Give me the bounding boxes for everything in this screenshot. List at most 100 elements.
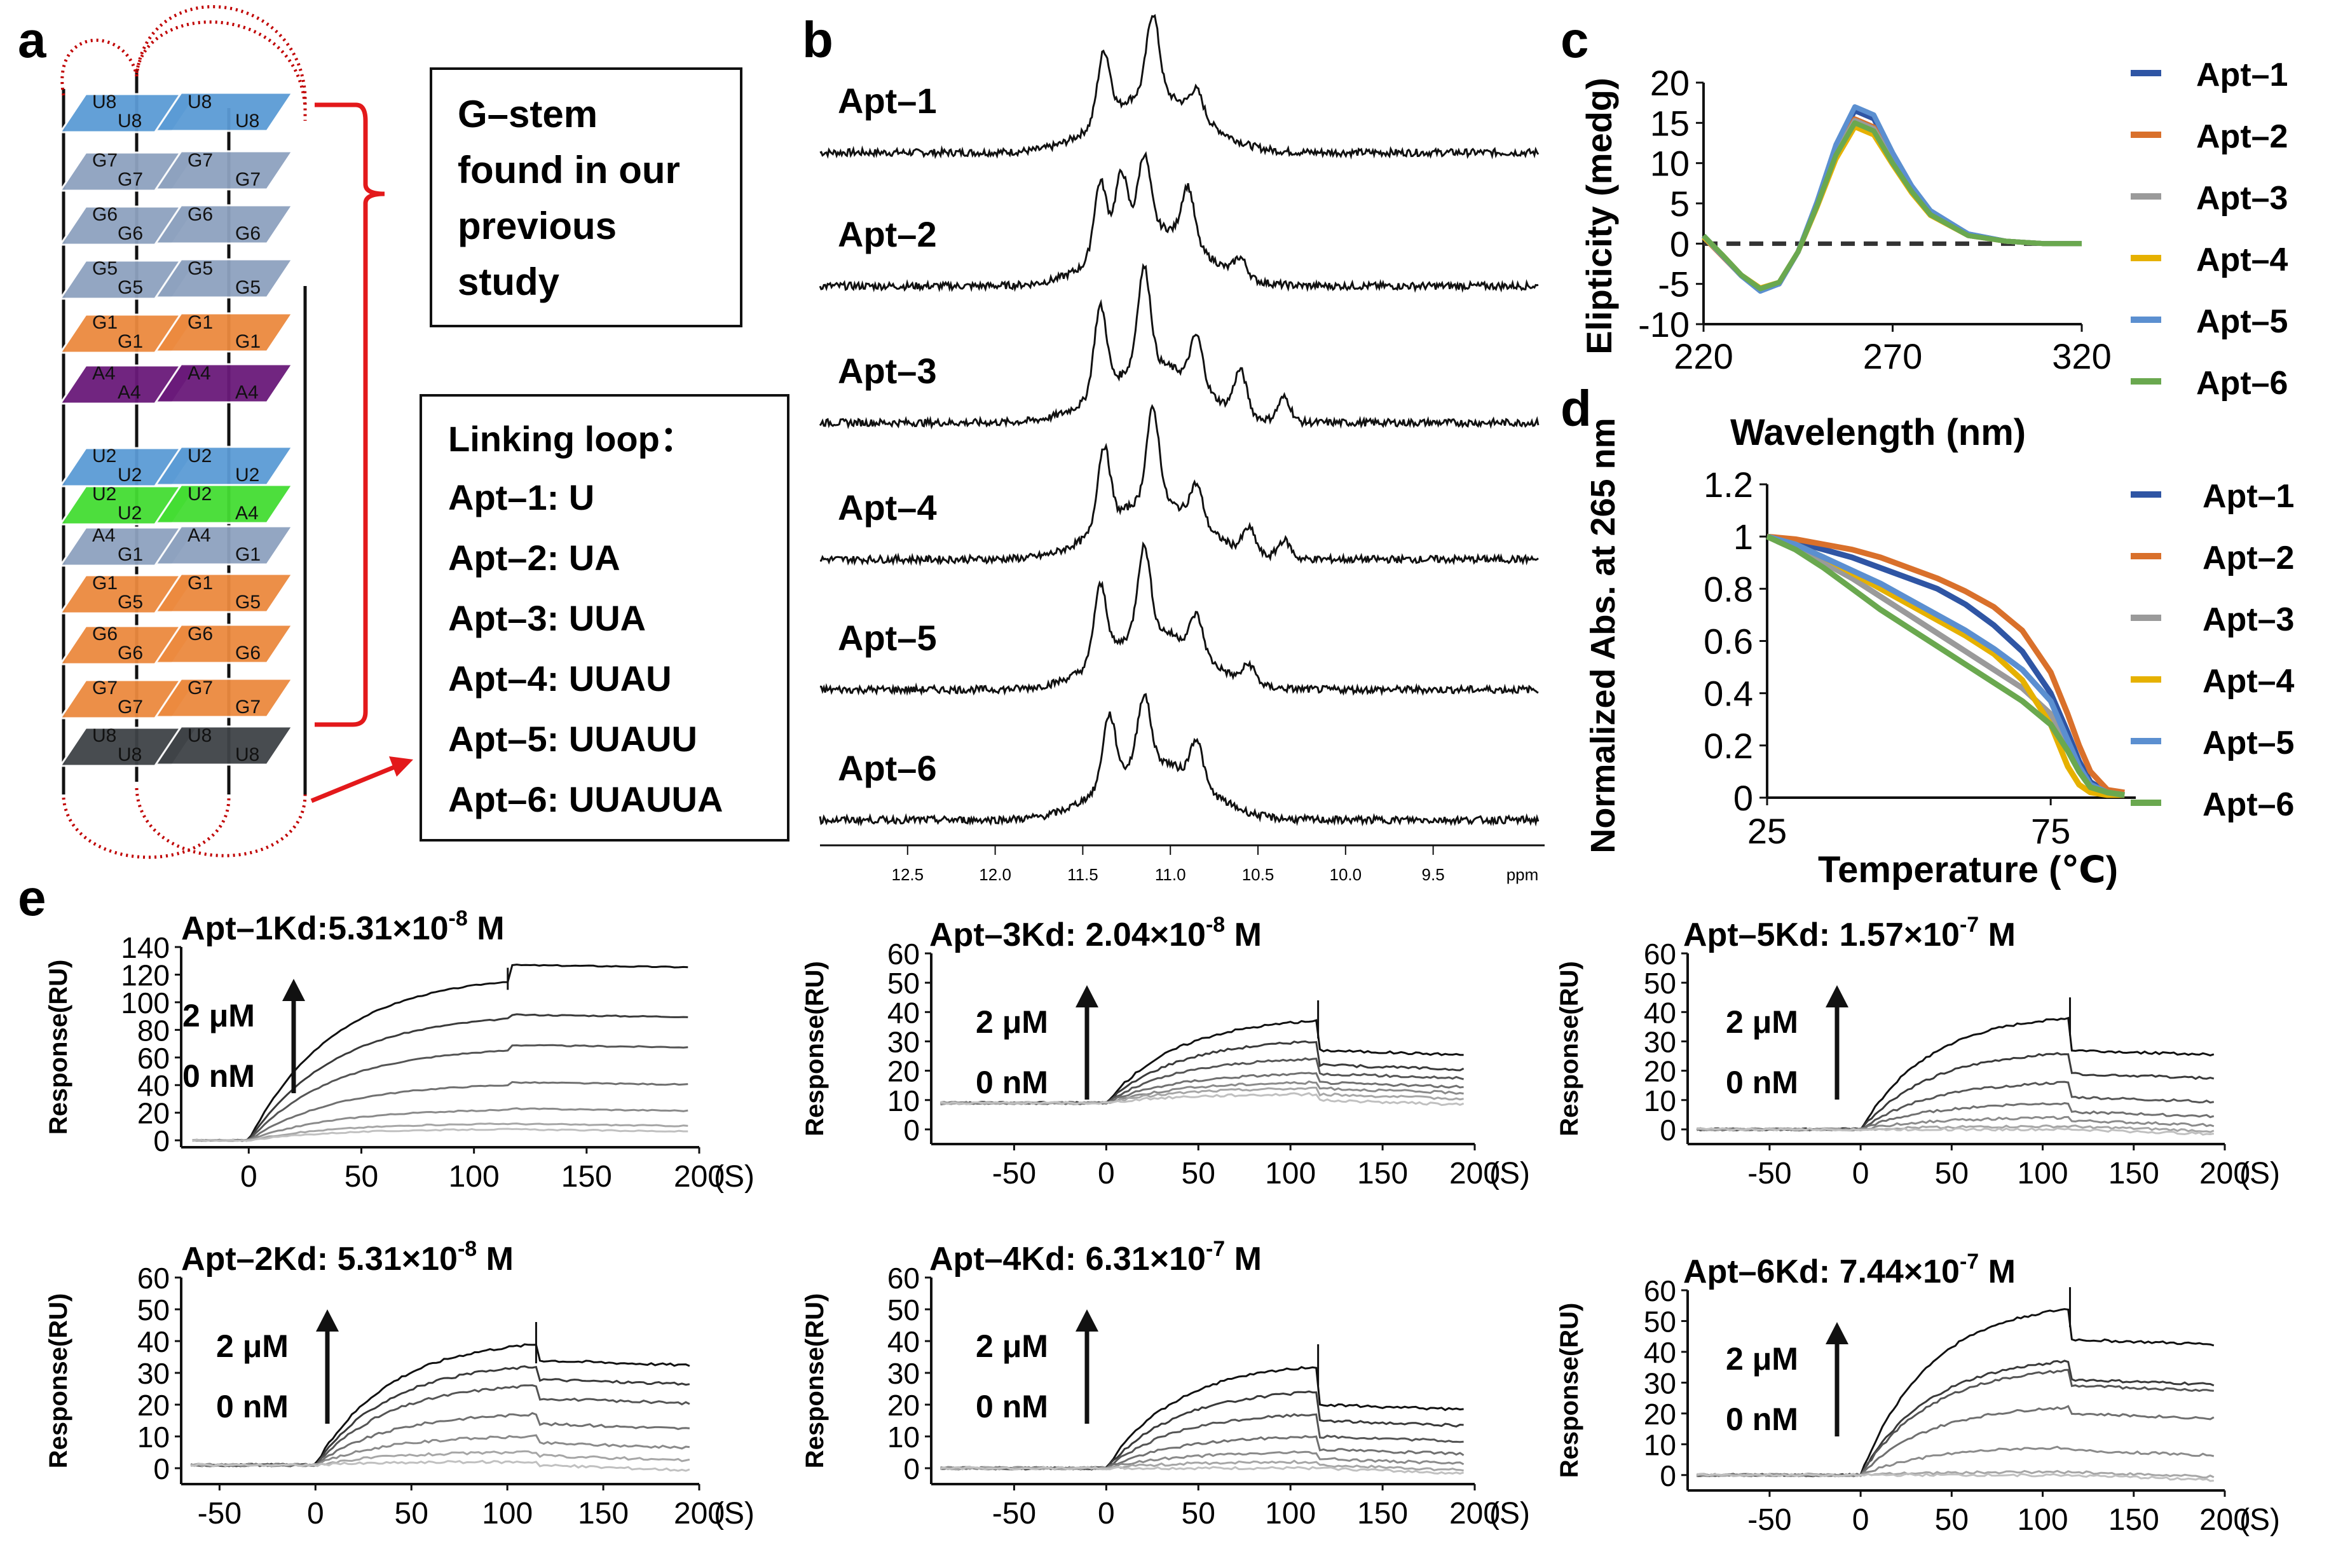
melt-y-tick-label: 0.6 <box>1704 622 1753 662</box>
top-loop-right <box>135 5 307 121</box>
gstem-text-line: G–stem <box>458 93 598 135</box>
nmr-tick-label: 10.5 <box>1242 865 1274 884</box>
gstem-text-line: study <box>458 261 560 303</box>
red-arrow-line <box>310 763 399 803</box>
spr-y-axis-label: Response(RU) <box>44 960 72 1135</box>
linking-loop-line: Apt–1: U <box>448 477 594 517</box>
spr-panel-title: Apt–2Kd: 5.31×10-8 M <box>181 1237 514 1278</box>
melt-y-tick-label: 0 <box>1733 778 1753 818</box>
tetrad-label: G1 <box>118 331 143 352</box>
spr-kd-unit: M <box>477 1241 514 1278</box>
spr-y-tick-label: 60 <box>887 1262 920 1295</box>
spr-y-tick-label: 0 <box>1660 1459 1676 1492</box>
spr-panel-title: Apt–6Kd: 7.44×10-7 M <box>1683 1250 2016 1290</box>
nmr-tick-label: 11.0 <box>1155 865 1186 884</box>
melt-legend-label: Apt–5 <box>2203 725 2294 761</box>
cd-y-tick-label: -5 <box>1658 264 1690 304</box>
cd-y-tick-label: -10 <box>1638 304 1690 344</box>
spr-y-tick-label: 80 <box>137 1014 170 1047</box>
tetrad-label: U8 <box>118 744 142 765</box>
tetrad-plate <box>154 624 294 664</box>
tetrad-label: U2 <box>92 446 116 467</box>
spr-x-tick-label: 200 <box>674 1497 725 1531</box>
melt-y-tick-label: 0.4 <box>1704 674 1753 714</box>
linking-loop-line: Apt–4: UUAU <box>448 658 672 699</box>
tetrad-label: U2 <box>188 484 212 505</box>
spr-y-tick-label: 140 <box>121 931 170 964</box>
melt-legend-label: Apt–4 <box>2203 663 2295 700</box>
tetrad-label: A4 <box>92 363 116 384</box>
spr-x-unit: (S) <box>2239 1503 2280 1537</box>
melt-y-tick-label: 1.2 <box>1704 465 1753 505</box>
spr-panel-name: Apt–4 <box>929 1241 1021 1278</box>
spr-trace <box>940 1435 1465 1471</box>
spr-x-tick-label: -50 <box>992 1157 1036 1190</box>
tetrad-label: U8 <box>235 111 259 132</box>
spr-y-tick-label: 60 <box>1644 937 1676 971</box>
nmr-tick-label: 10.0 <box>1330 865 1362 884</box>
spr-trace <box>192 1081 688 1142</box>
spr-y-tick-label: 40 <box>137 1325 170 1358</box>
tetrad-label: G6 <box>188 624 213 644</box>
melt-legend-label: Apt–1 <box>2203 478 2294 515</box>
spr-y-tick-label: 10 <box>1644 1084 1676 1117</box>
spr-y-tick-label: 20 <box>137 1097 170 1130</box>
melt-y-axis-label: Normalized Abs. at 265 nm <box>1584 418 1622 853</box>
melt-x-tick-label: 25 <box>1747 811 1787 851</box>
tetrad-label: G1 <box>235 331 261 352</box>
cd-x-tick-label: 270 <box>1863 336 1922 376</box>
spr-y-axis-label: Response(RU) <box>801 1293 829 1469</box>
top-loop-outer <box>135 20 307 109</box>
spr-y-tick-label: 0 <box>153 1452 170 1485</box>
spr-kd-exponent: -7 <box>1960 913 1979 937</box>
spr-x-tick-label: 100 <box>482 1497 533 1531</box>
tetrad-label: A4 <box>188 525 211 546</box>
concentration-low-label: 0 nM <box>1726 1401 1798 1437</box>
tetrad-label: G7 <box>235 169 261 190</box>
nmr-trace <box>819 404 1539 567</box>
spr-trace <box>192 1107 688 1142</box>
tetrad-label: U8 <box>188 725 212 746</box>
cd-legend-label: Apt–1 <box>2196 57 2288 93</box>
nmr-series-label: Apt–5 <box>838 618 937 658</box>
spr-x-tick-label: 150 <box>2108 1157 2159 1190</box>
spr-y-tick-label: 0 <box>903 1452 920 1485</box>
spr-x-tick-label: 0 <box>1852 1503 1869 1537</box>
cd-series-line <box>1702 120 2082 292</box>
spr-y-tick-label: 20 <box>137 1389 170 1422</box>
tetrad-label: A4 <box>118 382 141 403</box>
nmr-series-label: Apt–1 <box>838 81 937 121</box>
tetrad-label: U8 <box>188 92 212 112</box>
spr-x-tick-label: 150 <box>1357 1157 1408 1190</box>
tetrad-plate <box>154 92 294 132</box>
spr-y-tick-label: 60 <box>887 937 920 971</box>
concentration-arrow-head <box>1076 1309 1098 1332</box>
tetrad-label: G6 <box>118 223 143 244</box>
spr-y-tick-label: 40 <box>887 1325 920 1358</box>
tetrad-label: G1 <box>235 544 261 565</box>
tetrad-label: U2 <box>235 465 259 486</box>
spr-trace <box>192 964 688 1142</box>
melt-x-tick-label: 75 <box>2031 811 2070 851</box>
spr-trace <box>192 1044 688 1142</box>
spr-trace <box>1697 1127 2215 1136</box>
spr-panel-name: Apt–6 <box>1683 1253 1775 1290</box>
spr-kd-value: Kd: 2.04×10 <box>1021 917 1206 953</box>
cd-series-line <box>1702 118 2082 292</box>
nmr-series-label: Apt–3 <box>838 351 937 391</box>
spr-x-tick-label: 50 <box>395 1497 428 1531</box>
tetrad-plate <box>154 204 294 245</box>
tetrad-label: G7 <box>188 678 213 699</box>
panel-letter-a: a <box>18 11 46 68</box>
tetrad-label: A4 <box>188 363 211 384</box>
spr-x-tick-label: 0 <box>1098 1497 1115 1531</box>
tetrad-plate <box>154 484 294 524</box>
spr-trace <box>1697 1473 2214 1482</box>
concentration-high-label: 2 μM <box>976 1328 1048 1364</box>
